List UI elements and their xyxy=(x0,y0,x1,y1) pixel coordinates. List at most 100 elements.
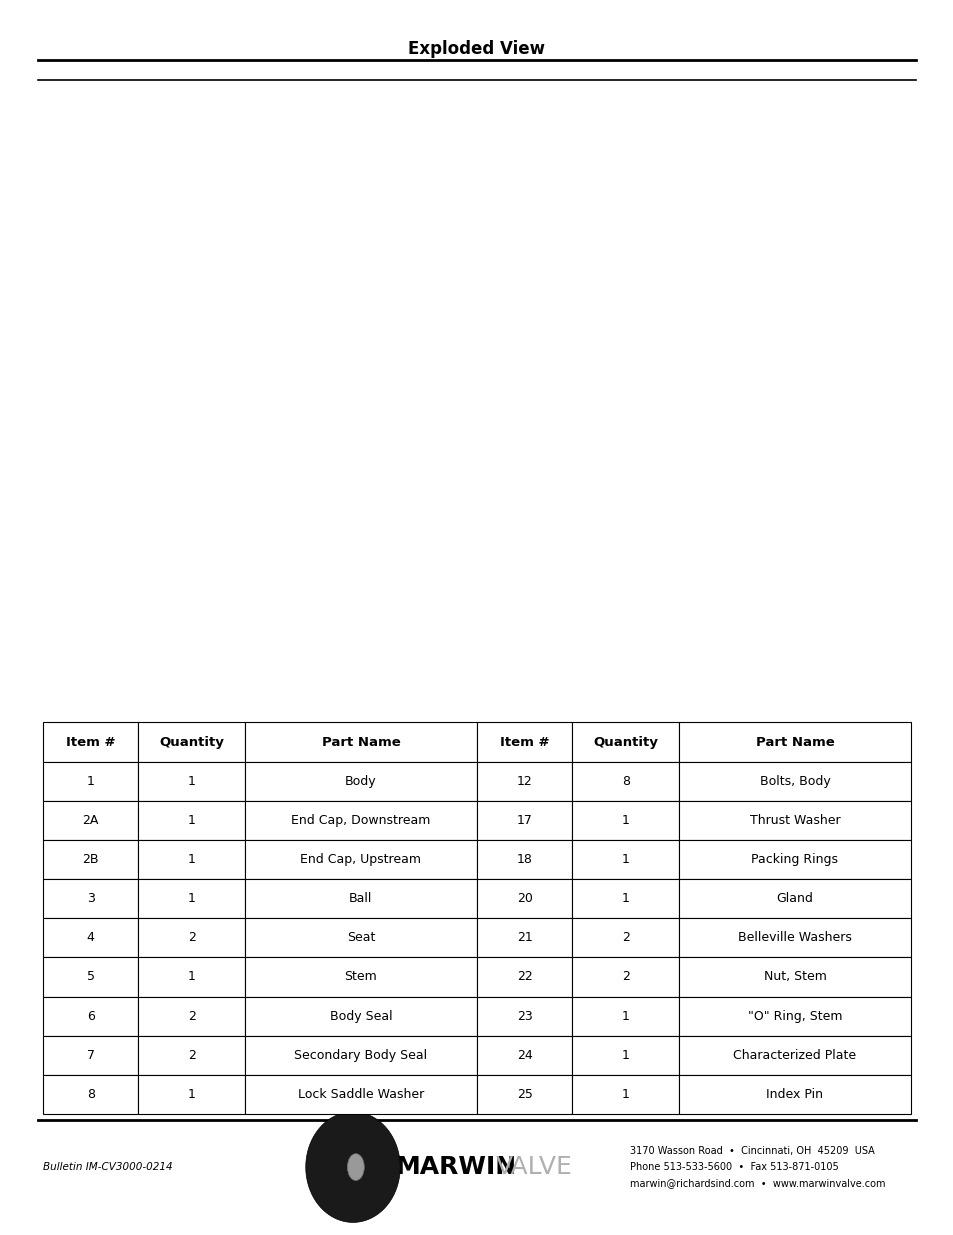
Text: marwin@richardsind.com  •  www.marwinvalve.com: marwin@richardsind.com • www.marwinvalve… xyxy=(629,1178,884,1188)
Bar xyxy=(572,919,679,957)
Text: 1: 1 xyxy=(621,1009,629,1023)
Text: "O" Ring, Stem: "O" Ring, Stem xyxy=(747,1009,841,1023)
Bar xyxy=(138,800,245,840)
Text: Item #: Item # xyxy=(66,736,115,748)
Bar xyxy=(476,1074,572,1114)
Text: Characterized Plate: Characterized Plate xyxy=(733,1049,856,1062)
Text: 2: 2 xyxy=(621,971,629,983)
Text: Stem: Stem xyxy=(344,971,376,983)
Bar xyxy=(43,1036,138,1074)
Bar xyxy=(679,957,910,997)
Text: Quantity: Quantity xyxy=(159,736,224,748)
Text: 1: 1 xyxy=(621,1049,629,1062)
Text: Bulletin IM-CV3000-0214: Bulletin IM-CV3000-0214 xyxy=(43,1162,172,1172)
Bar xyxy=(679,840,910,879)
Text: Packing Rings: Packing Rings xyxy=(751,853,838,866)
Text: Secondary Body Seal: Secondary Body Seal xyxy=(294,1049,427,1062)
Bar xyxy=(138,762,245,800)
Text: 23: 23 xyxy=(517,1009,532,1023)
Text: 2: 2 xyxy=(188,1009,195,1023)
Text: 1: 1 xyxy=(621,814,629,827)
Text: 3170 Wasson Road  •  Cincinnati, OH  45209  USA: 3170 Wasson Road • Cincinnati, OH 45209 … xyxy=(629,1146,874,1156)
Bar xyxy=(138,722,245,762)
Bar xyxy=(476,919,572,957)
Bar xyxy=(245,762,476,800)
Text: Part Name: Part Name xyxy=(321,736,400,748)
Text: Quantity: Quantity xyxy=(593,736,658,748)
Bar xyxy=(245,722,476,762)
Text: VALVE: VALVE xyxy=(496,1155,573,1179)
Bar xyxy=(572,879,679,919)
Text: 1: 1 xyxy=(621,853,629,866)
Bar xyxy=(245,840,476,879)
Text: 2: 2 xyxy=(621,931,629,945)
Text: Gland: Gland xyxy=(776,892,813,905)
Bar xyxy=(43,919,138,957)
Text: 24: 24 xyxy=(517,1049,532,1062)
Bar xyxy=(138,1074,245,1114)
Text: Thrust Washer: Thrust Washer xyxy=(749,814,840,827)
Bar xyxy=(572,1074,679,1114)
Text: 8: 8 xyxy=(87,1088,94,1100)
Bar xyxy=(679,762,910,800)
Bar xyxy=(679,1074,910,1114)
Text: 1: 1 xyxy=(188,774,195,788)
Bar xyxy=(245,1036,476,1074)
Bar xyxy=(245,879,476,919)
Text: 21: 21 xyxy=(517,931,532,945)
Bar xyxy=(245,800,476,840)
Bar xyxy=(679,879,910,919)
Bar xyxy=(43,762,138,800)
Text: 1: 1 xyxy=(621,1088,629,1100)
Bar xyxy=(572,997,679,1036)
Bar xyxy=(476,840,572,879)
Bar xyxy=(572,800,679,840)
Bar xyxy=(679,1036,910,1074)
Bar xyxy=(476,762,572,800)
Bar xyxy=(476,957,572,997)
Bar xyxy=(572,722,679,762)
Bar xyxy=(476,800,572,840)
Bar xyxy=(43,957,138,997)
Bar xyxy=(679,919,910,957)
Text: 1: 1 xyxy=(188,892,195,905)
Text: Ball: Ball xyxy=(349,892,373,905)
Text: 3: 3 xyxy=(87,892,94,905)
Bar xyxy=(245,997,476,1036)
Text: Belleville Washers: Belleville Washers xyxy=(738,931,851,945)
Bar xyxy=(572,840,679,879)
Text: End Cap, Upstream: End Cap, Upstream xyxy=(300,853,421,866)
Bar xyxy=(138,957,245,997)
Bar xyxy=(245,919,476,957)
Text: 1: 1 xyxy=(621,892,629,905)
Bar xyxy=(679,997,910,1036)
Bar xyxy=(138,919,245,957)
Text: Item #: Item # xyxy=(499,736,549,748)
Text: 2B: 2B xyxy=(82,853,99,866)
Text: MARWIN: MARWIN xyxy=(395,1155,517,1179)
Bar xyxy=(476,722,572,762)
Bar xyxy=(245,1074,476,1114)
Ellipse shape xyxy=(347,1153,364,1181)
Bar xyxy=(43,840,138,879)
Text: 12: 12 xyxy=(517,774,532,788)
Bar xyxy=(138,1036,245,1074)
Text: 1: 1 xyxy=(188,814,195,827)
Text: Phone 513-533-5600  •  Fax 513-871-0105: Phone 513-533-5600 • Fax 513-871-0105 xyxy=(629,1162,838,1172)
Text: 1: 1 xyxy=(87,774,94,788)
Bar xyxy=(43,800,138,840)
Text: 2: 2 xyxy=(188,1049,195,1062)
Text: 22: 22 xyxy=(517,971,532,983)
Text: 17: 17 xyxy=(517,814,532,827)
Text: 8: 8 xyxy=(621,774,629,788)
Text: 5: 5 xyxy=(87,971,94,983)
Bar xyxy=(43,997,138,1036)
Text: Seat: Seat xyxy=(346,931,375,945)
Text: Body Seal: Body Seal xyxy=(329,1009,392,1023)
Bar xyxy=(572,957,679,997)
Bar xyxy=(43,879,138,919)
Bar xyxy=(572,1036,679,1074)
Text: Index Pin: Index Pin xyxy=(765,1088,822,1100)
Text: 2A: 2A xyxy=(82,814,99,827)
Text: Lock Saddle Washer: Lock Saddle Washer xyxy=(297,1088,423,1100)
